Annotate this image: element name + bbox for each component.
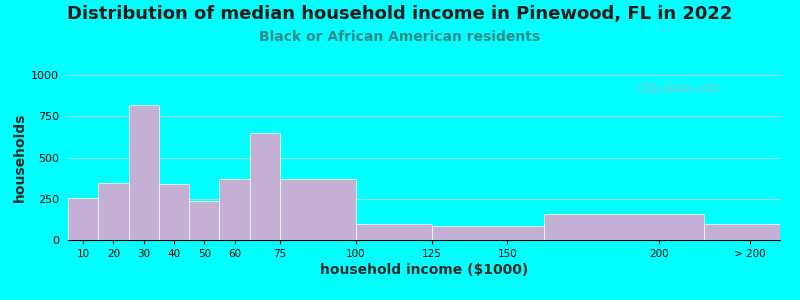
Bar — [129, 105, 159, 240]
Bar — [98, 183, 129, 240]
Bar — [68, 198, 98, 240]
Bar — [189, 201, 219, 240]
Bar — [280, 179, 356, 240]
Bar — [356, 224, 431, 240]
Text: City-Data.com: City-Data.com — [638, 82, 722, 94]
Text: Black or African American residents: Black or African American residents — [259, 30, 541, 44]
Text: Distribution of median household income in Pinewood, FL in 2022: Distribution of median household income … — [67, 4, 733, 22]
Bar — [431, 226, 544, 240]
Bar — [219, 179, 250, 240]
X-axis label: household income ($1000): household income ($1000) — [320, 263, 528, 277]
Bar — [159, 184, 189, 240]
Bar — [250, 133, 280, 240]
Y-axis label: households: households — [13, 113, 27, 202]
Bar — [704, 224, 780, 240]
Bar — [544, 214, 704, 240]
